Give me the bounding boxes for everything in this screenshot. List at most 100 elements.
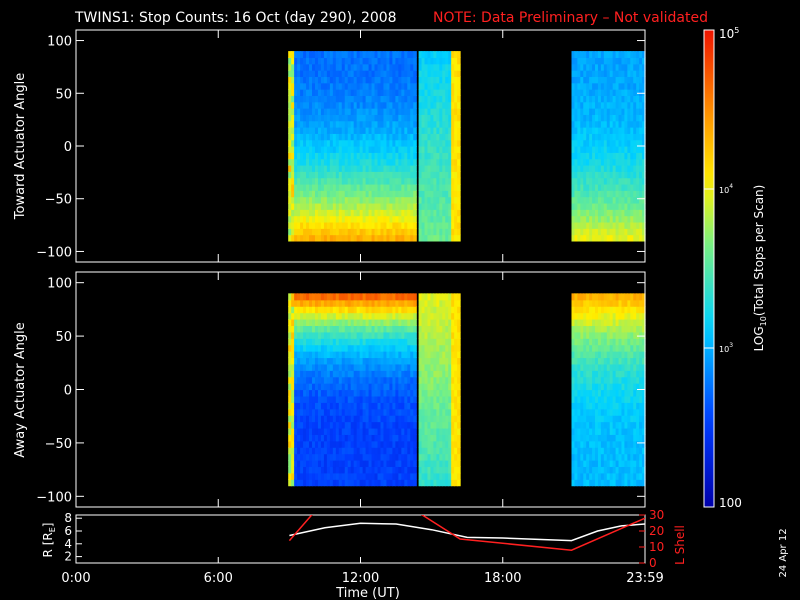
heatmap-cell [580, 293, 584, 301]
heatmap-cell [439, 215, 443, 223]
heatmap-cell [639, 146, 643, 153]
heatmap-cell [383, 363, 388, 371]
heatmap-cell [371, 357, 376, 365]
heatmap-cell [329, 376, 334, 384]
heatmap-cell [609, 146, 614, 153]
heatmap-cell [300, 51, 304, 59]
heatmap-cell [586, 202, 590, 210]
heatmap-cell [368, 95, 373, 103]
heatmap-cell [404, 146, 408, 153]
heatmap-cell [427, 202, 432, 210]
heatmap-cell [329, 183, 334, 191]
heatmap-cell [392, 466, 396, 474]
heatmap-cell [627, 363, 631, 371]
heatmap-cell [300, 164, 304, 172]
heatmap-cell [448, 351, 452, 359]
heatmap-cell [347, 325, 352, 333]
heatmap-cell [583, 209, 587, 217]
heatmap-cell [571, 402, 576, 410]
heatmap-cell [612, 95, 617, 103]
heatmap-cell [350, 196, 355, 204]
heatmap-cell [314, 164, 319, 172]
heatmap-cell [589, 434, 593, 442]
heatmap-cell [421, 395, 426, 403]
heatmap-cell [410, 202, 414, 210]
heatmap-cell [303, 440, 307, 448]
heatmap-cell [407, 466, 411, 474]
heatmap-cell [615, 344, 620, 352]
heatmap-cell [457, 146, 461, 153]
heatmap-cell [359, 63, 364, 71]
heatmap-cell [300, 158, 304, 166]
heatmap-cell [309, 127, 313, 134]
heatmap-cell [436, 164, 440, 172]
heatmap-cell [377, 202, 382, 210]
heatmap-cell [413, 70, 417, 77]
heatmap-cell [430, 127, 434, 134]
heatmap-cell [374, 133, 379, 141]
heatmap-cell [580, 215, 584, 223]
heatmap-cell [347, 146, 352, 153]
heatmap-cell [398, 312, 402, 320]
heatmap-cell [398, 338, 402, 346]
heatmap-cell [356, 158, 361, 166]
heatmap-cell [421, 70, 426, 77]
heatmap-cell [618, 402, 623, 410]
heatmap-cell [335, 421, 340, 429]
heatmap-cell [374, 357, 379, 365]
heatmap-cell [335, 299, 340, 307]
heatmap-cell [386, 453, 391, 461]
heatmap-cell [597, 344, 602, 352]
heatmap-cell [383, 171, 388, 179]
heatmap-cell [439, 190, 443, 198]
heatmap-cell [300, 228, 304, 236]
heatmap-cell [592, 402, 596, 410]
heatmap-cell [347, 357, 352, 365]
heatmap-cell [350, 158, 355, 166]
heatmap-cell [353, 57, 358, 65]
heatmap-cell [427, 447, 432, 455]
heatmap-cell [362, 108, 367, 115]
heatmap-cell [398, 164, 402, 172]
heatmap-cell [317, 89, 322, 96]
heatmap-cell [303, 146, 307, 153]
heatmap-cell [395, 363, 399, 371]
heatmap-cell [603, 306, 608, 314]
heatmap-cell [454, 344, 458, 352]
heatmap-cell [380, 312, 385, 320]
heatmap-cell [407, 120, 411, 128]
heatmap-segment [288, 51, 417, 242]
heatmap-cell [303, 234, 307, 242]
heatmap-cell [603, 108, 608, 115]
heatmap-cell [341, 427, 346, 435]
heatmap-cell [347, 101, 352, 109]
heatmap-cell [574, 139, 578, 147]
heatmap-cell [294, 370, 298, 378]
heatmap-cell [603, 57, 608, 65]
heatmap-cell [424, 101, 429, 109]
heatmap-cell [603, 344, 608, 352]
heatmap-cell [309, 389, 313, 397]
heatmap-cell [317, 146, 322, 153]
heatmap-cell [294, 376, 298, 384]
heatmap-cell [633, 338, 637, 346]
heatmap-cell [624, 421, 628, 429]
heatmap-cell [606, 331, 611, 339]
heatmap-cell [347, 460, 352, 468]
heatmap-cell [377, 363, 382, 371]
heatmap-cell [300, 133, 304, 141]
heatmap-cell [320, 447, 325, 455]
heatmap-cell [317, 120, 322, 128]
heatmap-cell [371, 453, 376, 461]
heatmap-cell [338, 190, 343, 198]
heatmap-cell [374, 427, 379, 435]
heatmap-cell [398, 76, 402, 84]
heatmap-cell [303, 70, 307, 77]
heatmap-cell [320, 344, 325, 352]
heatmap-cell [383, 351, 388, 359]
heatmap-cell [374, 434, 379, 442]
heatmap-cell [424, 312, 429, 320]
heatmap-cell [633, 70, 637, 77]
heatmap-cell [326, 408, 331, 416]
